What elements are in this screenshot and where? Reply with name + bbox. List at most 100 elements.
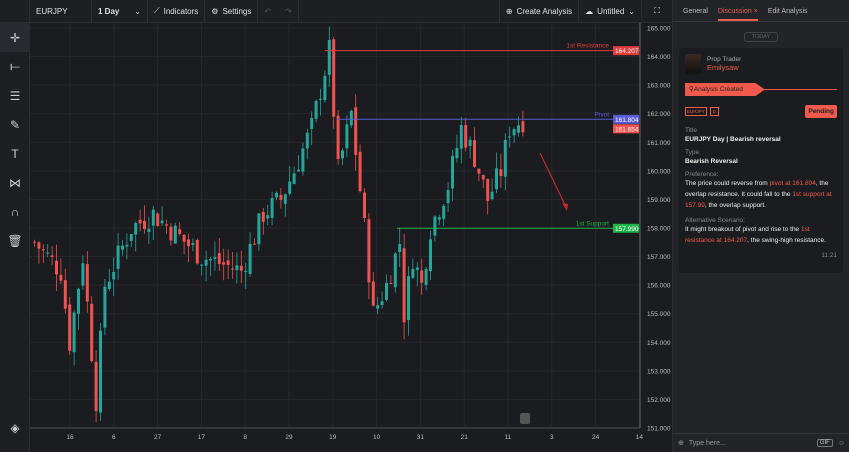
candle-body [173, 225, 177, 244]
magnet-icon[interactable]: ∩ [10, 204, 20, 219]
candle-body [332, 39, 336, 117]
title-label: Title [685, 127, 698, 134]
layers-icon[interactable]: ◈ [10, 420, 20, 435]
y-tick-label: 153.000 [647, 368, 671, 375]
avatar [685, 54, 701, 74]
candle-body [407, 276, 410, 321]
create-analysis-button[interactable]: ⊕ Create Analysis [498, 0, 580, 23]
tab-edit-analysis[interactable]: Edit Analysis [767, 8, 808, 15]
symbol-selector[interactable]: EURJPY [30, 0, 92, 23]
alternative-text: It might breakout of pivot and rise to t… [685, 224, 837, 246]
candle-body [512, 129, 516, 136]
indicators-button[interactable]: ⟋ Indicators [148, 0, 206, 23]
gif-button[interactable]: GIF [816, 439, 833, 447]
tab-discussion[interactable]: Discussion × [717, 8, 758, 21]
level-price-label: 164.207 [615, 48, 639, 55]
text-tool-icon[interactable]: T [11, 146, 19, 161]
candle-body [349, 110, 353, 126]
resistance-link: 1st resistance at 164.207 [685, 226, 810, 244]
candle-body [424, 269, 428, 285]
y-tick-label: 163.000 [647, 83, 671, 90]
crosshair-icon[interactable]: ✛ [0, 23, 30, 52]
candle-body [253, 243, 256, 245]
gear-icon: ⚙ [211, 6, 219, 16]
candle-body [503, 139, 507, 177]
candle-body [301, 148, 305, 172]
support-link: 1st support at 157.99 [685, 191, 832, 209]
candle-body [46, 252, 50, 254]
candle-body [112, 271, 116, 280]
candle-body [486, 178, 490, 201]
candle-body [380, 301, 384, 305]
candle-body [33, 241, 36, 243]
candle-body [169, 226, 173, 241]
level-price-tag [613, 223, 639, 233]
candle-body [191, 243, 195, 245]
tab-general[interactable]: General [683, 8, 708, 15]
candle-body [37, 242, 41, 249]
screenshot-icon [520, 413, 530, 424]
candle-body [429, 239, 432, 272]
level-name: 1st Support [576, 220, 609, 227]
candle-body [442, 205, 446, 219]
redo-icon[interactable]: ↷ [285, 6, 292, 16]
settings-button[interactable]: ⚙ Settings [205, 0, 259, 23]
candle-body [481, 175, 485, 180]
candle-body [94, 361, 98, 412]
candle-body [239, 265, 243, 271]
y-tick-label: 155.000 [647, 311, 671, 318]
candle-body [297, 169, 300, 172]
candle-body [222, 262, 226, 265]
interval-select[interactable]: 1 Day ⌄ [92, 0, 148, 23]
analysis-title: EURJPY Day | Bearish reversal [685, 136, 781, 143]
price-chart[interactable]: 165.000 164.000 163.000 162.000 161.000 160.0… [30, 23, 672, 452]
candle-body [125, 244, 129, 247]
candle-body [363, 192, 366, 219]
trash-icon[interactable]: 🗑 [7, 233, 23, 248]
input-placeholder: Type here... [688, 439, 726, 447]
author-name[interactable]: Emilysaw [707, 63, 739, 72]
candle-body [187, 239, 190, 247]
preference-label: Preference: [685, 171, 719, 178]
candle-body [398, 244, 402, 253]
candle-body [178, 229, 182, 234]
brush-tool-icon[interactable]: ✎ [9, 117, 21, 132]
candle-body [143, 220, 146, 230]
candle-body [451, 156, 454, 189]
layout-select[interactable]: ☁ Untitled ⌄ [579, 0, 642, 23]
candle-body [151, 209, 155, 226]
channel-tool-icon[interactable]: ☰ [9, 88, 21, 103]
emoji-icon[interactable]: ☺ [837, 439, 845, 447]
candle-body [477, 168, 481, 174]
x-tick-label: 29 [285, 434, 293, 441]
candle-body [433, 216, 437, 236]
candle-body [55, 260, 58, 275]
layout-label: Untitled [597, 6, 625, 16]
candle-body [437, 217, 441, 220]
event-banner: ⚲Analysis Created [685, 83, 837, 96]
candle-body [446, 189, 450, 204]
x-tick-label: 19 [329, 434, 337, 441]
candle-body [411, 268, 415, 278]
y-tick-label: 162.000 [647, 111, 671, 118]
y-tick-label: 156.000 [647, 283, 671, 290]
candle-body [195, 239, 199, 264]
line-tool-icon[interactable]: ⟝ [10, 59, 20, 73]
pattern-tool-icon[interactable]: ⋈ [9, 175, 21, 190]
fullscreen-icon[interactable]: ⛶ [654, 6, 660, 15]
candle-body [261, 211, 265, 222]
undo-icon[interactable]: ↶ [264, 6, 272, 16]
close-icon[interactable]: × [753, 8, 758, 15]
level-name: 1st Resistance [566, 43, 609, 50]
message-input[interactable]: ⊕ Type here... GIF ☺ [673, 433, 849, 452]
y-tick-label: 165.000 [647, 26, 671, 33]
candle-body [521, 121, 525, 133]
candle-body [138, 219, 142, 224]
preference-text: The price could reverse from pivot at 16… [685, 178, 837, 211]
candle-body [376, 305, 380, 309]
candle-body [402, 248, 406, 323]
analysis-card: Prop Trader Emilysaw ⚲Analysis Created EU… [679, 48, 843, 273]
candle-body [327, 40, 331, 75]
panel-tabs: General Discussion × Edit Analysis [673, 0, 849, 22]
plus-icon[interactable]: ⊕ [678, 440, 684, 447]
